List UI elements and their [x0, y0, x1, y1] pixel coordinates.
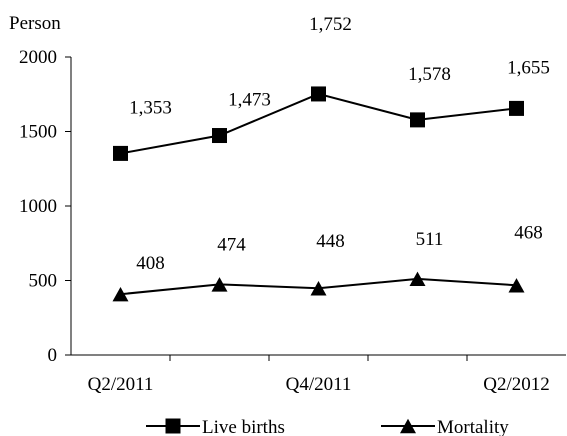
mortality-point: [508, 278, 525, 293]
y-axis-title: Person: [9, 13, 61, 34]
mortality-data-label: 468: [514, 222, 543, 243]
y-tick-label: 0: [48, 345, 58, 366]
legend-marker-mortality: [400, 418, 416, 434]
mortality-point: [409, 271, 426, 287]
legend: Live births Mortality: [146, 417, 509, 436]
y-tick-label: 500: [29, 271, 58, 292]
mortality-data-label: 511: [416, 229, 444, 250]
series-layer: [112, 86, 525, 302]
legend-marker-live-births: [165, 418, 181, 434]
y-axis-ticks: 0 500 1000 1500 2000: [19, 47, 71, 366]
x-tick-label: Q2/2012: [483, 374, 550, 395]
y-tick-label: 1000: [19, 196, 57, 217]
live-births-point: [212, 128, 227, 144]
live-births-data-label: 1,752: [309, 14, 352, 35]
live-births-data-label: 1,655: [507, 57, 550, 78]
mortality-point: [112, 287, 129, 302]
x-tick-label: Q4/2011: [286, 374, 352, 395]
x-tick-label: Q2/2011: [88, 374, 154, 395]
live-births-point: [410, 112, 425, 128]
live-births-point: [311, 86, 326, 102]
mortality-point: [211, 277, 228, 292]
live-births-line: [120, 92, 517, 155]
data-labels: 1,353 1,473 1,752 1,578 1,655 408 474 448 511 468: [129, 14, 550, 274]
live-births-data-label: 1,353: [129, 97, 172, 118]
legend-label-live-births: Live births: [202, 417, 285, 436]
mortality-data-label: 408: [136, 253, 165, 274]
y-tick-label: 2000: [19, 47, 57, 68]
live-births-point: [509, 100, 524, 116]
live-births-point: [113, 145, 128, 161]
mortality-point: [310, 281, 327, 296]
legend-label-mortality: Mortality: [437, 417, 509, 436]
mortality-data-label: 474: [217, 234, 246, 255]
live-births-data-label: 1,578: [408, 64, 451, 85]
mortality-data-label: 448: [316, 231, 345, 252]
live-births-data-label: 1,473: [228, 90, 271, 111]
y-tick-label: 1500: [19, 122, 57, 143]
x-axis-ticks: Q2/2011 Q4/2011 Q2/2012: [88, 355, 550, 395]
